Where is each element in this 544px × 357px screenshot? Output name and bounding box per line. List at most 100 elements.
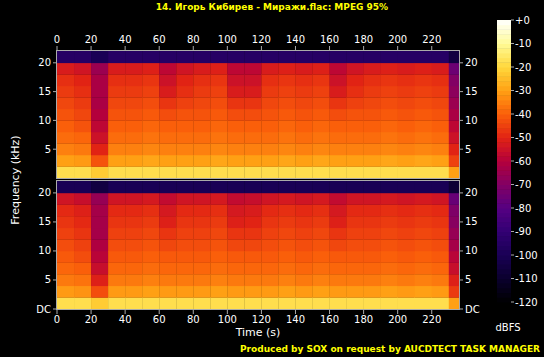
cell <box>432 51 449 63</box>
cell <box>227 74 244 86</box>
colorbar-step <box>497 203 511 208</box>
cell <box>74 263 91 275</box>
cell <box>125 274 142 286</box>
cell <box>347 228 364 240</box>
cell <box>193 263 210 275</box>
cell <box>261 63 278 75</box>
cell <box>364 251 381 263</box>
cell <box>142 97 159 109</box>
cell <box>415 263 432 275</box>
cell <box>57 143 74 155</box>
cell <box>227 97 244 109</box>
cell <box>261 239 278 251</box>
cell <box>415 97 432 109</box>
cell <box>313 143 330 155</box>
cell <box>159 166 176 178</box>
cell <box>108 263 125 275</box>
colorbar <box>497 20 511 303</box>
cell <box>364 86 381 98</box>
cell <box>125 205 142 217</box>
cell <box>244 166 261 178</box>
cell <box>91 120 108 132</box>
cell <box>278 74 295 86</box>
cell <box>74 274 91 286</box>
x-tick-label: 220 <box>422 34 441 45</box>
cell <box>295 263 312 275</box>
cell <box>381 97 398 109</box>
x-tick <box>295 46 296 50</box>
cell <box>295 239 312 251</box>
cell <box>278 97 295 109</box>
colorbar-step <box>497 138 511 143</box>
cell <box>432 239 449 251</box>
cell <box>347 263 364 275</box>
cell <box>347 132 364 144</box>
cell <box>347 181 364 193</box>
cell <box>278 274 295 286</box>
colorbar-tick-label: -80 <box>515 203 531 214</box>
y-tick <box>53 250 57 251</box>
cell <box>227 286 244 298</box>
cell <box>74 228 91 240</box>
cell <box>91 97 108 109</box>
cell <box>142 251 159 263</box>
cell <box>210 166 227 178</box>
cell <box>108 286 125 298</box>
cell <box>364 74 381 86</box>
cell <box>176 97 193 109</box>
cell <box>398 109 415 121</box>
cell <box>432 193 449 205</box>
cell <box>57 155 74 167</box>
colorbar-tick <box>511 184 514 185</box>
y-tick-label: 15 <box>465 216 478 227</box>
cell <box>330 216 347 228</box>
x-tick-label: 180 <box>354 34 373 45</box>
y-tick <box>459 309 463 310</box>
cell <box>176 228 193 240</box>
frame <box>57 181 460 310</box>
cell <box>125 216 142 228</box>
cell <box>108 228 125 240</box>
cell <box>74 86 91 98</box>
cell <box>210 51 227 63</box>
y-tick <box>459 91 463 92</box>
cell <box>91 263 108 275</box>
cell <box>74 63 91 75</box>
cell <box>108 143 125 155</box>
y-tick-label: 5 <box>465 274 471 285</box>
colorbar-tick <box>511 137 514 138</box>
colorbar-step <box>497 241 511 246</box>
cell <box>278 251 295 263</box>
cell <box>74 97 91 109</box>
cell <box>159 216 176 228</box>
cell <box>261 205 278 217</box>
cell <box>449 228 459 240</box>
colorbar-tick-label: +0 <box>515 15 530 26</box>
cell <box>210 286 227 298</box>
cell <box>313 181 330 193</box>
cell <box>210 143 227 155</box>
cell <box>176 239 193 251</box>
cell <box>449 297 459 309</box>
cell <box>159 86 176 98</box>
colorbar-step <box>497 109 511 114</box>
cell <box>278 205 295 217</box>
colorbar-tick <box>511 43 514 44</box>
x-tick-label: 40 <box>119 314 132 325</box>
cell <box>108 166 125 178</box>
cell <box>415 63 432 75</box>
cell <box>398 143 415 155</box>
cell <box>261 155 278 167</box>
cell <box>398 205 415 217</box>
cell <box>449 193 459 205</box>
x-tick-label: 80 <box>187 34 200 45</box>
cell <box>193 120 210 132</box>
cell <box>193 109 210 121</box>
cell <box>159 274 176 286</box>
cell <box>347 109 364 121</box>
cell <box>193 239 210 251</box>
colorbar-step <box>497 222 511 227</box>
colorbar-step <box>497 283 511 288</box>
colorbar-tick-label: -50 <box>515 132 531 143</box>
cell <box>415 239 432 251</box>
